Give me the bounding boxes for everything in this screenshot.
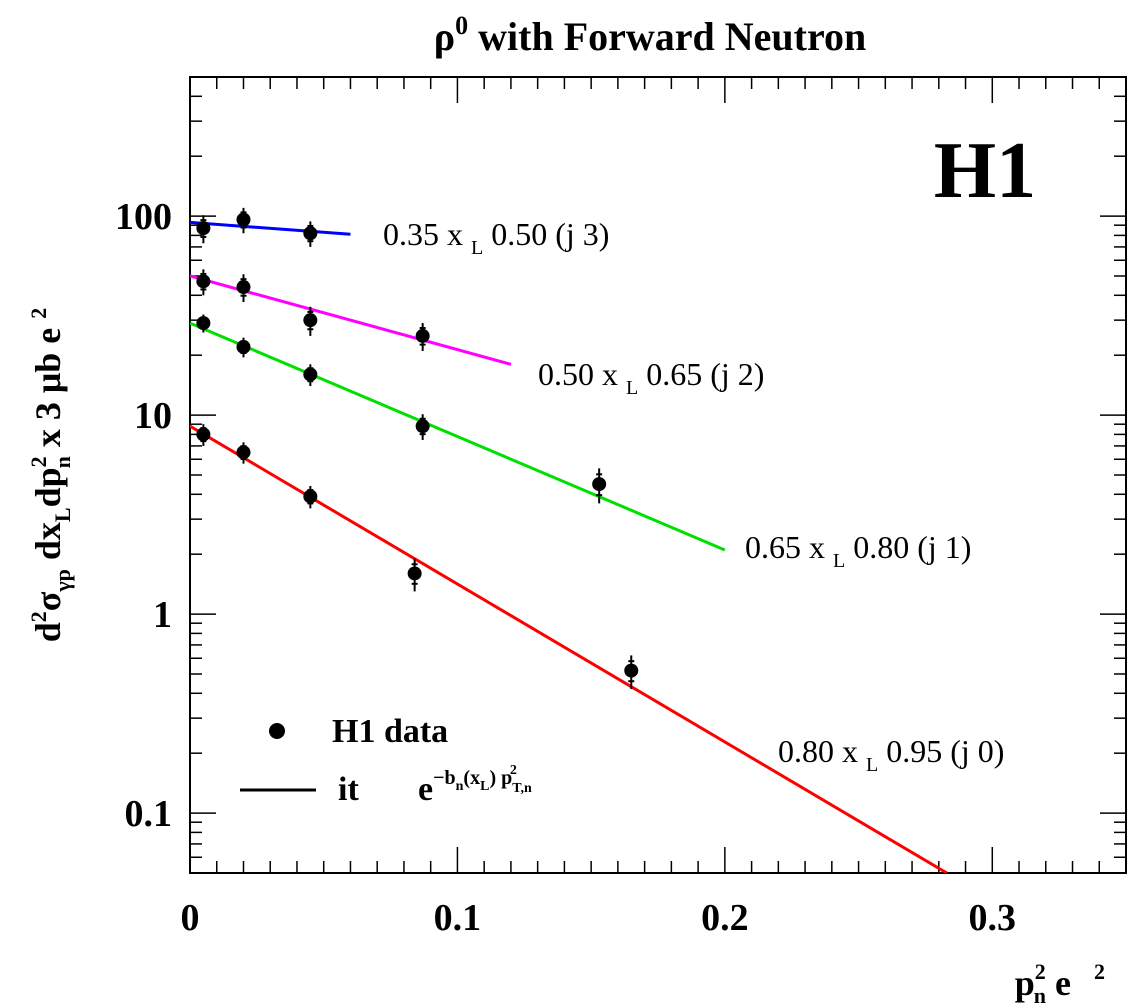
- legend-fit-formula: e−bn(xL) pT,n2: [418, 763, 532, 808]
- x-tick-label-0: 0: [181, 897, 200, 939]
- series-0-data-point: [236, 212, 251, 227]
- series-3-data-point: [303, 489, 318, 504]
- experiment-label: H1: [934, 127, 1036, 215]
- series-2-data-point: [236, 339, 251, 354]
- x-tick-label-0-2: 0.2: [701, 897, 749, 939]
- y-tick-label-100: 100: [115, 196, 172, 238]
- series-2-data-point: [592, 477, 607, 492]
- legend-data-label: H1 data: [332, 713, 448, 750]
- series-2-data-point: [415, 419, 430, 434]
- tick-labels: 0 0.1 0.2 0.3 0.1 1 10 100: [115, 196, 1016, 939]
- series-0-fit-line: [190, 220, 351, 236]
- legend-fit-label: it: [338, 771, 359, 808]
- series-1-data-point: [236, 280, 251, 295]
- series-1-data-point: [415, 328, 430, 343]
- series-3-label: 0.80 x L 0.95 (j 0): [778, 733, 1004, 776]
- y-tick-label-1: 1: [153, 594, 172, 636]
- x-axis-label: p2 n e 2: [1015, 959, 1105, 1007]
- series-3-data-point: [407, 566, 422, 581]
- y-tick-label-0-1: 0.1: [125, 793, 173, 835]
- series-2-data-point: [196, 316, 211, 331]
- series-0-label: 0.35 x L 0.50 (j 3): [383, 216, 609, 259]
- y-tick-label-10: 10: [134, 395, 172, 437]
- legend: H1 data it e−bn(xL) pT,n2: [240, 713, 532, 808]
- y-axis-label: d2σγp dxLdp2n x 3 μb e 2: [26, 308, 75, 643]
- x-tick-label-0-1: 0.1: [434, 897, 482, 939]
- series-0-data-point: [196, 221, 211, 236]
- series-1-data-point: [303, 313, 318, 328]
- series-3-data-point: [624, 663, 639, 678]
- x-tick-label-0-3: 0.3: [969, 897, 1017, 939]
- series-labels: 0.35 x L 0.50 (j 3) 0.50 x L 0.65 (j 2) 0.…: [383, 216, 1004, 776]
- chart-title: ρ0 with Forward Neutron: [434, 11, 867, 59]
- series-2-fit-line: [190, 321, 726, 552]
- series-2-label: 0.65 x L 0.80 (j 1): [745, 529, 971, 572]
- series-3-fit-line: [190, 424, 948, 873]
- series-3-data-point: [196, 427, 211, 442]
- legend-marker-data: [269, 723, 285, 739]
- series-2-data-point: [303, 367, 318, 382]
- data-points: [196, 207, 639, 690]
- series-1-label: 0.50 x L 0.65 (j 2): [538, 356, 764, 399]
- series-1-data-point: [196, 274, 211, 289]
- series-3-data-point: [236, 445, 251, 460]
- series-0-data-point: [303, 226, 318, 241]
